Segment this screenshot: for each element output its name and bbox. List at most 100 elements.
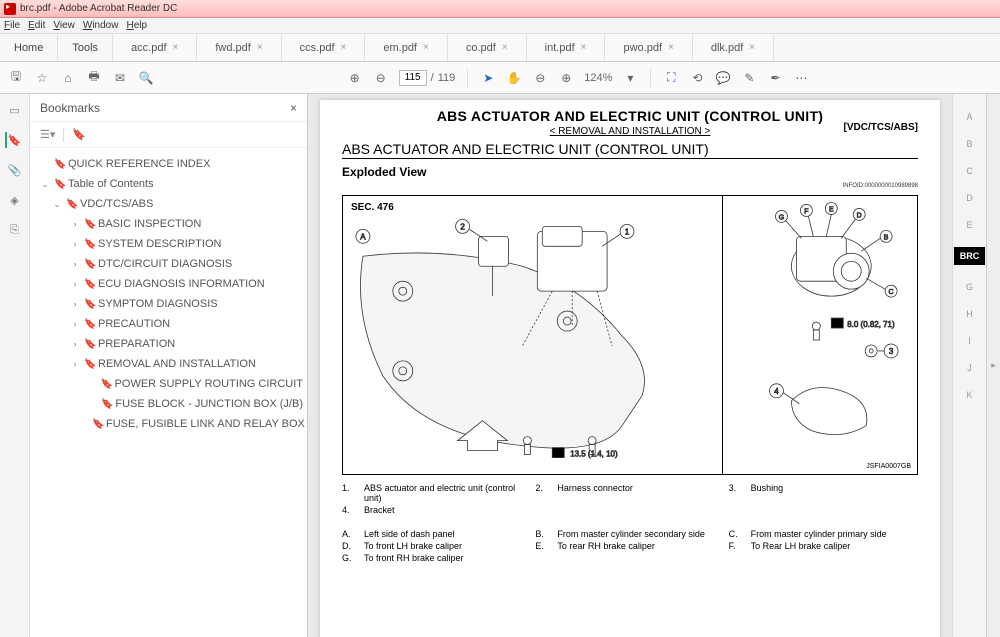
print-icon[interactable]: 🖶 bbox=[86, 70, 102, 86]
rotate-icon[interactable]: ⟲ bbox=[689, 70, 705, 86]
close-icon[interactable]: × bbox=[668, 42, 674, 53]
close-icon[interactable]: × bbox=[341, 42, 347, 53]
sign-icon[interactable]: ✒ bbox=[767, 70, 783, 86]
section-letter[interactable]: J bbox=[967, 363, 972, 373]
more-icon[interactable]: ⋯ bbox=[793, 70, 809, 86]
svg-text:A: A bbox=[360, 232, 366, 241]
info-id: INFOID:0000000010989898 bbox=[342, 183, 918, 189]
svg-text:C: C bbox=[889, 289, 894, 296]
section-letter[interactable]: B bbox=[966, 139, 972, 149]
zoom-in-icon[interactable]: ⊕ bbox=[558, 70, 574, 86]
section-letter[interactable]: G bbox=[966, 282, 973, 292]
bookmark-item[interactable]: 🔖FUSE BLOCK - JUNCTION BOX (J/B) bbox=[34, 394, 303, 414]
menu-window[interactable]: Window bbox=[83, 20, 119, 31]
section-letter[interactable]: C bbox=[966, 166, 973, 176]
bookmark-item[interactable]: ›🔖PREPARATION bbox=[34, 334, 303, 354]
window-title: brc.pdf - Adobe Acrobat Reader DC bbox=[20, 3, 177, 14]
bookmark-item[interactable]: ›🔖BASIC INSPECTION bbox=[34, 214, 303, 234]
page-input[interactable] bbox=[399, 70, 427, 86]
pointer-icon[interactable]: ➤ bbox=[480, 70, 496, 86]
tab-doc[interactable]: fwd.pdf× bbox=[197, 34, 281, 61]
tab-doc[interactable]: ccs.pdf× bbox=[282, 34, 366, 61]
search-icon[interactable]: 🔍 bbox=[138, 70, 154, 86]
bm-find-icon[interactable]: 🔖 bbox=[72, 128, 86, 141]
pdf-page: ABS ACTUATOR AND ELECTRIC UNIT (CONTROL … bbox=[320, 100, 940, 637]
section-letter[interactable]: BRC bbox=[954, 247, 986, 265]
bm-options-icon[interactable]: ☰▾ bbox=[40, 128, 55, 141]
zoom-level[interactable]: 124% bbox=[584, 72, 612, 84]
attachments-icon[interactable]: 📎 bbox=[7, 162, 23, 178]
close-icon[interactable]: × bbox=[257, 42, 263, 53]
star-icon[interactable]: ☆ bbox=[34, 70, 50, 86]
tab-doc[interactable]: dlk.pdf× bbox=[693, 34, 774, 61]
tab-doc[interactable]: em.pdf× bbox=[365, 34, 447, 61]
menu-file[interactable]: File bbox=[4, 20, 20, 31]
figure-section: SEC. 476 bbox=[351, 202, 394, 213]
close-icon[interactable]: × bbox=[423, 42, 429, 53]
section-letter[interactable]: K bbox=[966, 390, 972, 400]
section-letter[interactable]: D bbox=[966, 193, 973, 203]
close-icon[interactable]: × bbox=[173, 42, 179, 53]
cloud-icon[interactable]: ⌂ bbox=[60, 70, 76, 86]
tab-home[interactable]: Home bbox=[0, 34, 58, 61]
bookmark-item[interactable]: ⌄🔖VDC/TCS/ABS bbox=[34, 194, 303, 214]
svg-text:3: 3 bbox=[889, 347, 894, 356]
menu-edit[interactable]: Edit bbox=[28, 20, 45, 31]
comment-icon[interactable]: 💬 bbox=[715, 70, 731, 86]
signatures-icon[interactable]: ⎘ bbox=[7, 222, 23, 238]
document-area[interactable]: ABS ACTUATOR AND ELECTRIC UNIT (CONTROL … bbox=[308, 94, 1000, 637]
menu-view[interactable]: View bbox=[53, 20, 75, 31]
close-panel-icon[interactable]: × bbox=[290, 101, 297, 115]
bookmark-item[interactable]: ›🔖REMOVAL AND INSTALLATION bbox=[34, 354, 303, 374]
tab-doc[interactable]: co.pdf× bbox=[448, 34, 527, 61]
bookmark-item[interactable]: ›🔖ECU DIAGNOSIS INFORMATION bbox=[34, 274, 303, 294]
bookmark-item[interactable]: ⌄🔖Table of Contents bbox=[34, 174, 303, 194]
torque1: 13.5 (1.4, 10) bbox=[570, 450, 618, 459]
page-up-icon[interactable]: ⊕ bbox=[347, 70, 363, 86]
close-icon[interactable]: × bbox=[581, 42, 587, 53]
bookmark-item[interactable]: 🔖QUICK REFERENCE INDEX bbox=[34, 154, 303, 174]
window-titlebar: brc.pdf - Adobe Acrobat Reader DC bbox=[0, 0, 1000, 18]
bookmark-item[interactable]: ›🔖SYSTEM DESCRIPTION bbox=[34, 234, 303, 254]
svg-text:1: 1 bbox=[625, 227, 630, 236]
zoom-out-icon[interactable]: ⊖ bbox=[532, 70, 548, 86]
section-letter[interactable]: E bbox=[966, 220, 972, 230]
bookmarks-title: Bookmarks bbox=[40, 101, 100, 115]
bookmarks-panel: Bookmarks × ☰▾ 🔖 🔖QUICK REFERENCE INDEX⌄… bbox=[30, 94, 308, 637]
collapse-right-icon[interactable]: ▸ bbox=[986, 94, 1000, 637]
toolbar: 🖫 ☆ ⌂ 🖶 ✉ 🔍 ⊕ ⊖ / 119 ➤ ✋ ⊖ ⊕ 124% ▾ ⛶ ⟲… bbox=[0, 62, 1000, 94]
mail-icon[interactable]: ✉ bbox=[112, 70, 128, 86]
tab-tools[interactable]: Tools bbox=[58, 34, 113, 61]
section-letter[interactable]: A bbox=[966, 112, 972, 122]
svg-text:G: G bbox=[779, 214, 784, 221]
tab-doc[interactable]: int.pdf× bbox=[527, 34, 606, 61]
menu-bar: File Edit View Window Help bbox=[0, 18, 1000, 34]
page-subtitle: < REMOVAL AND INSTALLATION > bbox=[342, 126, 918, 137]
section-letter[interactable]: H bbox=[966, 309, 973, 319]
hand-icon[interactable]: ✋ bbox=[506, 70, 522, 86]
bookmark-item[interactable]: ›🔖DTC/CIRCUIT DIAGNOSIS bbox=[34, 254, 303, 274]
chevron-down-icon[interactable]: ▾ bbox=[622, 70, 638, 86]
page-tag: [VDC/TCS/ABS] bbox=[844, 122, 918, 133]
close-icon[interactable]: × bbox=[502, 42, 508, 53]
highlight-icon[interactable]: ✎ bbox=[741, 70, 757, 86]
menu-help[interactable]: Help bbox=[126, 20, 147, 31]
bookmark-item[interactable]: 🔖POWER SUPPLY ROUTING CIRCUIT bbox=[34, 374, 303, 394]
bookmarks-icon[interactable]: 🔖 bbox=[5, 132, 21, 148]
bookmark-item[interactable]: 🔖FUSE, FUSIBLE LINK AND RELAY BOX bbox=[34, 414, 303, 434]
tab-doc[interactable]: pwo.pdf× bbox=[605, 34, 692, 61]
page-sep: / bbox=[431, 72, 434, 84]
page-down-icon[interactable]: ⊖ bbox=[373, 70, 389, 86]
thumbnails-icon[interactable]: ▭ bbox=[7, 102, 23, 118]
section-letter[interactable]: I bbox=[968, 336, 971, 346]
bookmark-item[interactable]: ›🔖SYMPTOM DIAGNOSIS bbox=[34, 294, 303, 314]
document-tabs: Home Tools acc.pdf× fwd.pdf× ccs.pdf× em… bbox=[0, 34, 1000, 62]
fit-icon[interactable]: ⛶ bbox=[663, 70, 679, 86]
save-icon[interactable]: 🖫 bbox=[8, 70, 24, 86]
layers-icon[interactable]: ◈ bbox=[7, 192, 23, 208]
close-icon[interactable]: × bbox=[749, 42, 755, 53]
bookmarks-tree: 🔖QUICK REFERENCE INDEX⌄🔖Table of Content… bbox=[30, 148, 307, 637]
page-total: 119 bbox=[438, 72, 456, 84]
tab-doc[interactable]: acc.pdf× bbox=[113, 34, 197, 61]
bookmark-item[interactable]: ›🔖PRECAUTION bbox=[34, 314, 303, 334]
